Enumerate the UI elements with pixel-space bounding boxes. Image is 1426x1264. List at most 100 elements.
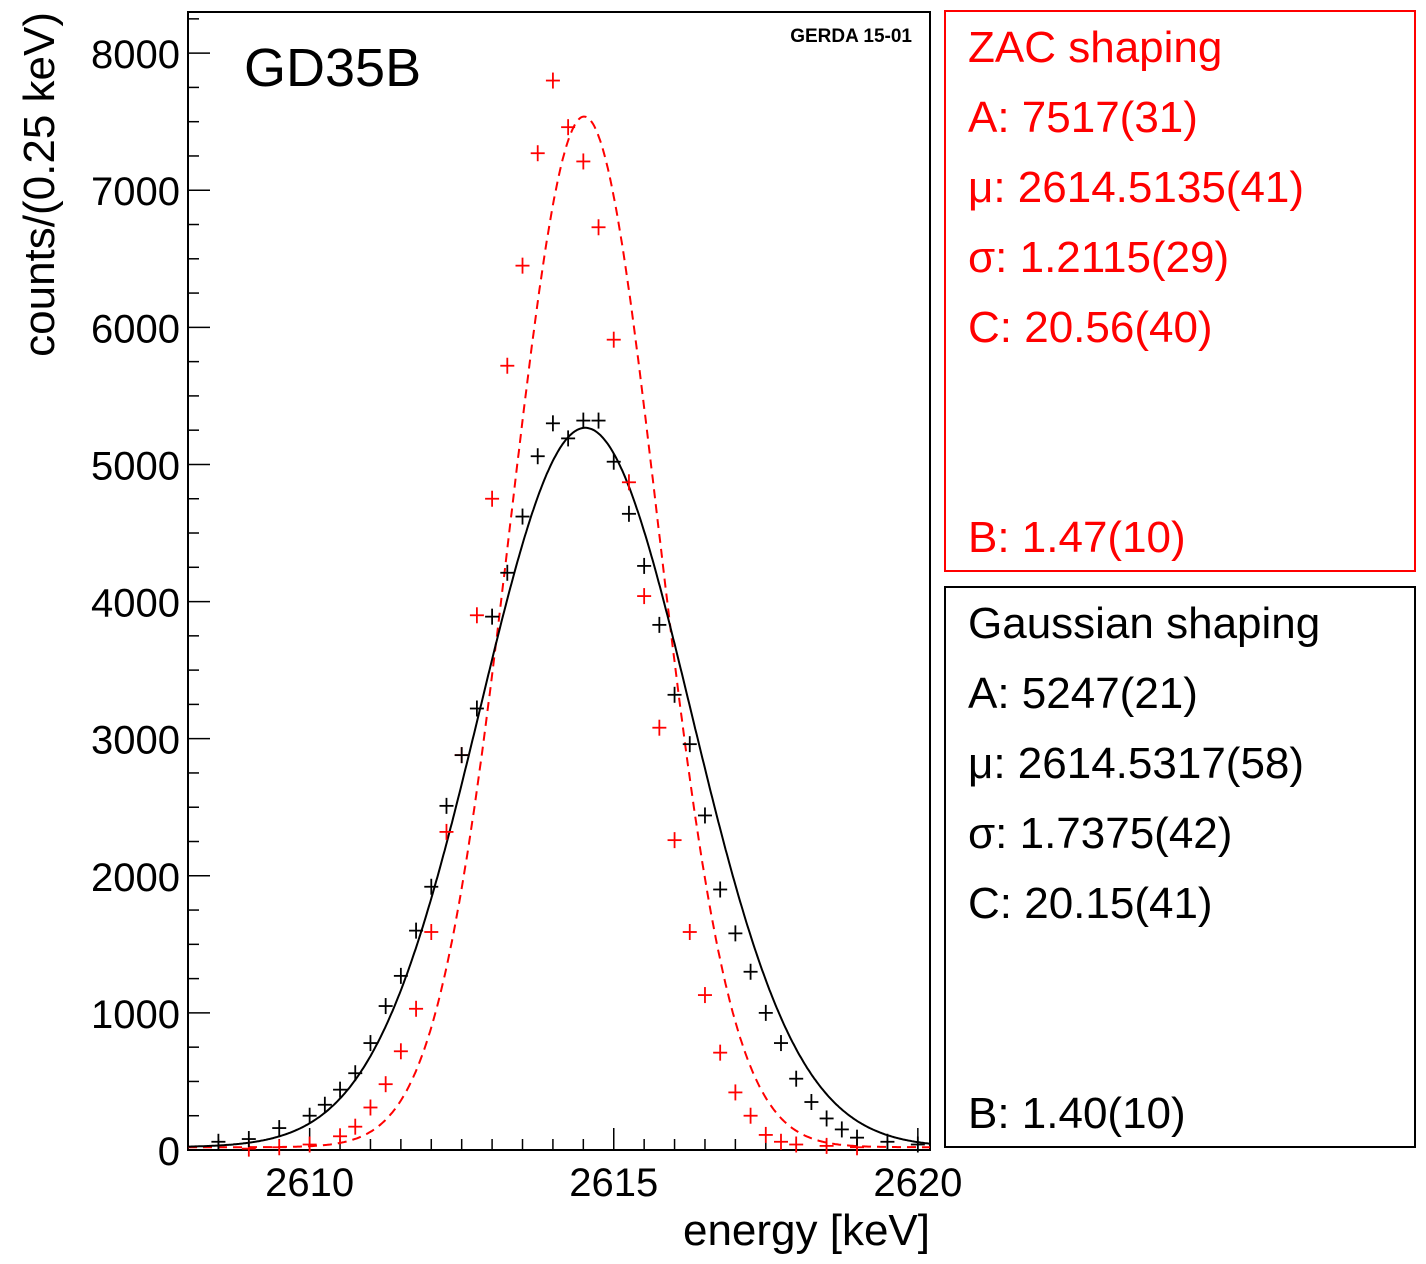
zac-data-point — [530, 145, 545, 162]
y-tick-label: 1000 — [91, 993, 180, 1037]
zac-legend-box: ZAC shaping A: 7517(31) μ: 2614.5135(41)… — [944, 10, 1416, 572]
gaussian-data-point — [697, 807, 712, 824]
gaussian-data-point — [515, 508, 530, 525]
gaussian-data-point — [530, 448, 545, 465]
zac-data-point — [515, 257, 530, 274]
y-axis-title: counts/(0.25 keV) — [15, 12, 64, 357]
x-tick-label: 2615 — [569, 1161, 658, 1205]
zac-background: B: 1.47(10) — [968, 513, 1186, 562]
zac-data-point — [667, 832, 682, 849]
zac-data-point — [758, 1126, 773, 1143]
zac-data-point — [713, 1044, 728, 1061]
zac-data-point — [348, 1118, 363, 1135]
zac-mean: μ: 2614.5135(41) — [968, 163, 1305, 212]
gaussian-data-point — [713, 881, 728, 898]
fit-curves — [188, 115, 931, 1149]
gaussian-sigma: σ: 1.7375(42) — [968, 809, 1233, 858]
zac-data-point — [409, 1000, 424, 1017]
y-tick-label: 3000 — [91, 719, 180, 763]
gaussian-data-point — [348, 1065, 363, 1082]
gaussian-data-point — [758, 1004, 773, 1021]
gaussian-data-point — [424, 878, 439, 895]
data-points — [211, 72, 925, 1157]
x-axis-title: energy [keV] — [683, 1206, 930, 1255]
axis-labels: 0 1000 2000 3000 4000 5000 6000 7000 8000 2610 261… — [91, 33, 962, 1205]
zac-data-point — [561, 119, 576, 136]
gaussian-data-point — [819, 1110, 834, 1127]
zac-data-point — [606, 331, 621, 348]
gaussian-data-point — [272, 1120, 287, 1137]
zac-data-point — [591, 219, 606, 236]
zac-data-point — [652, 719, 667, 736]
zac-data-point — [545, 72, 560, 89]
zac-sigma: σ: 1.2115(29) — [968, 233, 1230, 282]
zac-data-point — [393, 1043, 408, 1060]
plot-frame — [187, 11, 931, 1151]
gaussian-amplitude: A: 5247(21) — [968, 669, 1198, 718]
gaussian-data-point — [652, 616, 667, 633]
gaussian-data-point — [241, 1131, 256, 1148]
zac-data-point — [302, 1136, 317, 1153]
zac-data-point — [272, 1139, 287, 1156]
zac-data-point — [697, 987, 712, 1004]
gaussian-data-point — [743, 963, 758, 980]
y-tick-label: 0 — [158, 1130, 180, 1174]
y-tick-label: 5000 — [91, 444, 180, 488]
zac-data-point — [728, 1084, 743, 1101]
gaussian-background: B: 1.40(10) — [968, 1089, 1186, 1138]
gaussian-data-point — [576, 412, 591, 429]
gaussian-data-point — [850, 1129, 865, 1146]
zac-fit-curve — [188, 115, 930, 1149]
gaussian-mean: μ: 2614.5317(58) — [968, 739, 1305, 788]
gaussian-data-point — [439, 797, 454, 814]
zac-amplitude: A: 7517(31) — [968, 93, 1198, 142]
gaussian-data-point — [834, 1121, 849, 1138]
zac-data-point — [773, 1133, 788, 1150]
gaussian-data-point — [606, 453, 621, 470]
zac-legend-title: ZAC shaping — [968, 23, 1223, 72]
y-tick-label: 7000 — [91, 170, 180, 214]
zac-data-point — [333, 1128, 348, 1145]
gaussian-data-point — [789, 1070, 804, 1087]
zac-data-point — [378, 1076, 393, 1093]
gaussian-data-point — [667, 686, 682, 703]
gaussian-data-point — [637, 557, 652, 574]
zac-data-point — [743, 1107, 758, 1124]
gaussian-fit-curve — [188, 426, 931, 1148]
y-tick-label: 6000 — [91, 307, 180, 351]
x-tick-label: 2620 — [873, 1161, 962, 1205]
gaussian-data-point — [454, 747, 469, 764]
zac-data-point — [637, 588, 652, 605]
gaussian-data-point — [333, 1081, 348, 1098]
zac-data-point — [500, 357, 515, 374]
x-tick-label: 2610 — [265, 1161, 354, 1205]
gaussian-data-point — [500, 564, 515, 581]
gaussian-data-point — [682, 736, 697, 753]
gaussian-data-point — [363, 1035, 378, 1052]
y-tick-label: 2000 — [91, 856, 180, 900]
gaussian-data-point — [621, 505, 636, 522]
gaussian-data-point — [880, 1133, 895, 1150]
zac-data-point — [439, 823, 454, 840]
zac-data-point — [469, 607, 484, 624]
gaussian-data-point — [211, 1133, 226, 1150]
gaussian-legend-title: Gaussian shaping — [968, 599, 1321, 648]
zac-data-point — [576, 153, 591, 170]
zac-data-point — [621, 474, 636, 491]
gaussian-data-point — [591, 412, 606, 429]
zac-constant: C: 20.56(40) — [968, 303, 1213, 352]
gaussian-data-point — [409, 922, 424, 939]
gaussian-data-point — [804, 1094, 819, 1111]
axis-ticks — [187, 18, 919, 1151]
gerda-label: GERDA 15-01 — [790, 26, 912, 47]
zac-data-point — [819, 1137, 834, 1154]
gaussian-data-point — [561, 430, 576, 447]
zac-data-point — [789, 1136, 804, 1153]
gaussian-data-point — [317, 1096, 332, 1113]
gaussian-constant: C: 20.15(41) — [968, 879, 1213, 928]
detector-title: GD35B — [244, 38, 421, 98]
gaussian-data-point — [728, 925, 743, 942]
gaussian-data-point — [773, 1035, 788, 1052]
y-tick-label: 4000 — [91, 582, 180, 626]
gaussian-data-point — [469, 700, 484, 717]
